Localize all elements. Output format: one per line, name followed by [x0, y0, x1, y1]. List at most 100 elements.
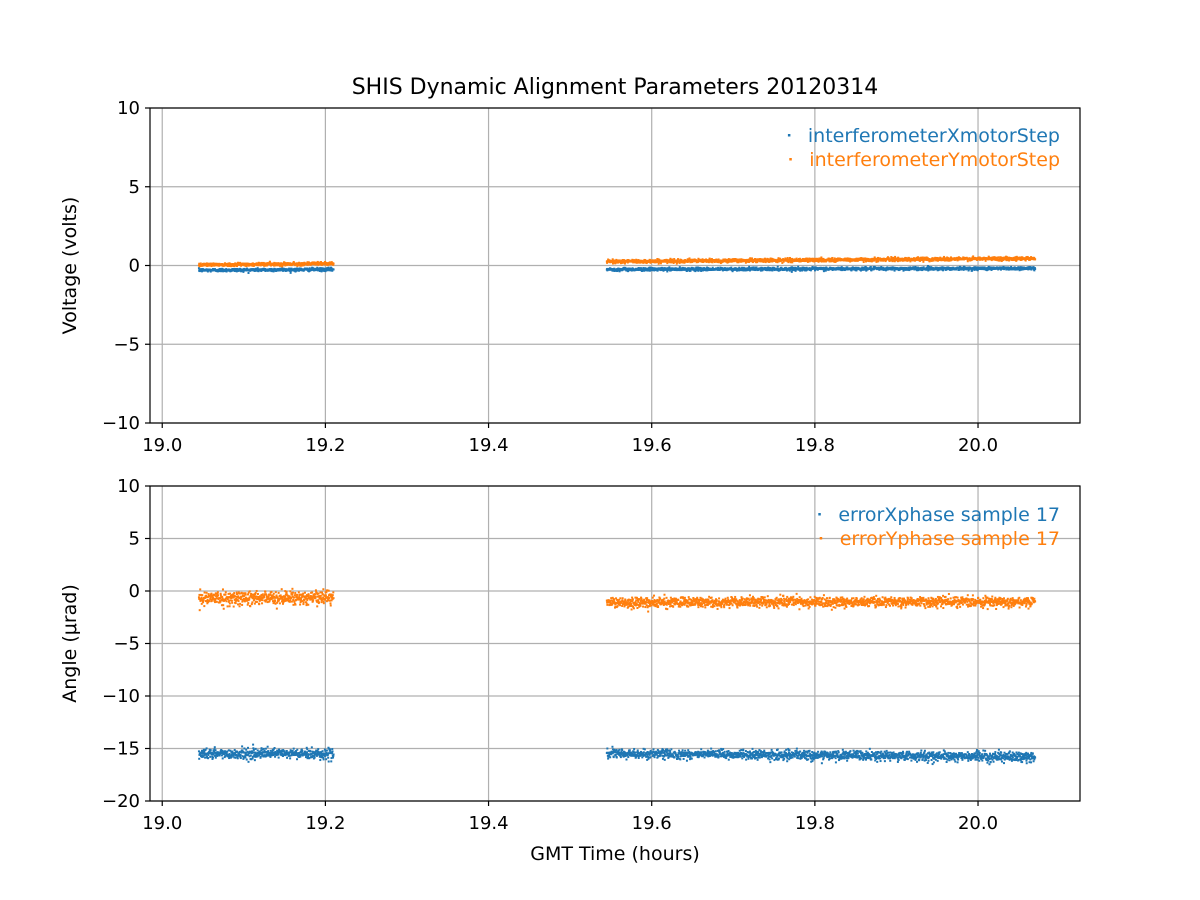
data-point: [265, 264, 268, 267]
data-point: [766, 257, 769, 260]
data-point: [787, 261, 790, 264]
data-point: [250, 758, 253, 761]
data-point: [634, 261, 637, 264]
data-point: [694, 270, 697, 273]
data-point: [289, 749, 292, 752]
data-point: [309, 750, 312, 753]
data-point: [202, 755, 205, 758]
data-point: [280, 263, 283, 266]
data-point: [922, 266, 925, 269]
data-point: [267, 750, 270, 753]
data-point: [254, 752, 257, 755]
data-point: [927, 265, 929, 268]
data-point: [243, 751, 246, 754]
data-point: [289, 757, 292, 760]
data-point: [905, 257, 908, 260]
data-point: [1010, 265, 1013, 268]
x-tick-label: 19.2: [305, 435, 345, 456]
data-point: [265, 750, 268, 753]
data-point: [212, 752, 215, 755]
data-point: [241, 749, 244, 752]
data-point: [230, 754, 233, 757]
data-point: [740, 258, 743, 261]
series-interferometerXmotorStep: [197, 265, 1037, 274]
data-point: [324, 755, 327, 758]
data-point: [708, 260, 711, 263]
data-point: [994, 258, 997, 261]
data-point: [228, 757, 231, 760]
data-point: [271, 750, 274, 753]
data-point: [779, 269, 782, 272]
data-point: [305, 752, 308, 755]
data-point: [252, 747, 255, 750]
data-point: [737, 269, 740, 272]
data-point: [990, 259, 993, 262]
data-point: [213, 748, 216, 751]
data-point: [325, 758, 328, 761]
data-point: [657, 262, 660, 265]
data-point: [221, 749, 224, 752]
data-point: [307, 753, 310, 756]
data-point: [247, 753, 250, 756]
data-point: [308, 267, 311, 270]
data-point: [304, 753, 307, 756]
data-point: [261, 754, 264, 757]
series-interferometerYmotorStep: [197, 255, 1037, 268]
data-point: [916, 256, 919, 259]
data-point: [719, 266, 722, 269]
data-point: [230, 756, 233, 759]
data-point: [253, 759, 256, 762]
data-point: [310, 752, 313, 755]
data-point: [649, 266, 652, 269]
data-point: [255, 755, 258, 758]
data-point: [677, 267, 680, 270]
data-point: [814, 259, 817, 262]
data-point: [884, 269, 887, 272]
data-point: [288, 754, 291, 757]
data-point: [235, 753, 238, 756]
legend-marker: [789, 158, 792, 161]
data-point: [248, 755, 251, 758]
data-point: [795, 267, 798, 270]
data-point: [212, 753, 215, 756]
data-point: [962, 256, 965, 259]
data-point: [242, 270, 245, 273]
data-point: [790, 266, 793, 269]
data-point: [1019, 258, 1022, 261]
data-point: [282, 749, 285, 752]
top-panel-legend: interferometerXmotorStepinterferometerYm…: [787, 125, 1060, 171]
data-point: [803, 268, 806, 271]
data-point: [279, 267, 282, 270]
data-point: [783, 268, 786, 271]
data-point: [324, 749, 327, 752]
data-point: [273, 747, 276, 749]
data-point: [326, 753, 329, 756]
data-point: [315, 754, 318, 757]
data-point: [224, 754, 227, 757]
data-point: [269, 749, 272, 752]
data-point: [921, 269, 924, 272]
data-point: [640, 261, 643, 264]
data-point: [732, 258, 735, 261]
data-point: [701, 258, 704, 261]
data-point: [921, 256, 924, 259]
data-point: [215, 751, 218, 754]
data-point: [917, 256, 920, 259]
data-point: [261, 752, 264, 755]
data-point: [325, 749, 328, 752]
data-point: [824, 269, 827, 272]
data-point: [822, 270, 825, 273]
data-point: [921, 258, 924, 261]
data-point: [202, 751, 205, 754]
data-point: [318, 752, 321, 755]
data-point: [327, 752, 330, 755]
data-point: [278, 749, 281, 752]
data-point: [829, 258, 832, 261]
data-point: [252, 743, 255, 746]
data-point: [686, 260, 689, 263]
data-point: [264, 270, 267, 272]
data-point: [769, 257, 772, 260]
data-point: [930, 266, 933, 269]
data-point: [928, 260, 931, 263]
data-point: [885, 268, 888, 271]
